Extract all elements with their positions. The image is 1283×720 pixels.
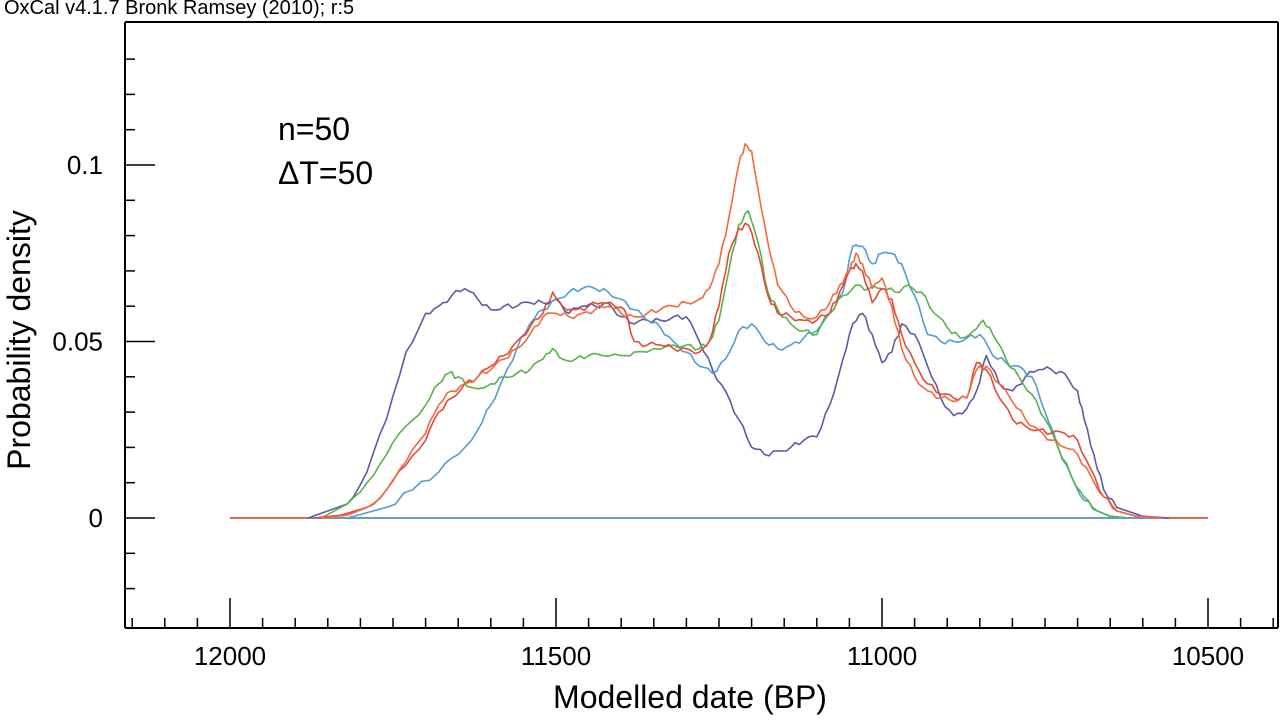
y-tick-label: 0 <box>89 503 103 533</box>
annotation-text: ΔT=50 <box>278 155 373 191</box>
y-tick-label: 0.05 <box>52 327 103 357</box>
density-series-line <box>320 210 1124 519</box>
y-axis-label: Probability density <box>1 210 37 470</box>
y-tick-label: 0.1 <box>67 150 103 180</box>
x-tick-label: 12000 <box>194 641 266 671</box>
density-series-line <box>347 244 1156 519</box>
x-axis-label: Modelled date (BP) <box>553 679 827 715</box>
density-series-line <box>321 143 1163 519</box>
x-tick-label: 11500 <box>521 641 591 671</box>
density-series-line <box>307 287 1169 519</box>
x-tick-label: 11000 <box>847 641 917 671</box>
x-tick-label: 10500 <box>1172 641 1244 671</box>
oxcal-version-header: OxCal v4.1.7 Bronk Ramsey (2010); r:5 <box>4 0 355 19</box>
annotation-text: n=50 <box>278 111 350 147</box>
density-series-line <box>314 222 1163 519</box>
